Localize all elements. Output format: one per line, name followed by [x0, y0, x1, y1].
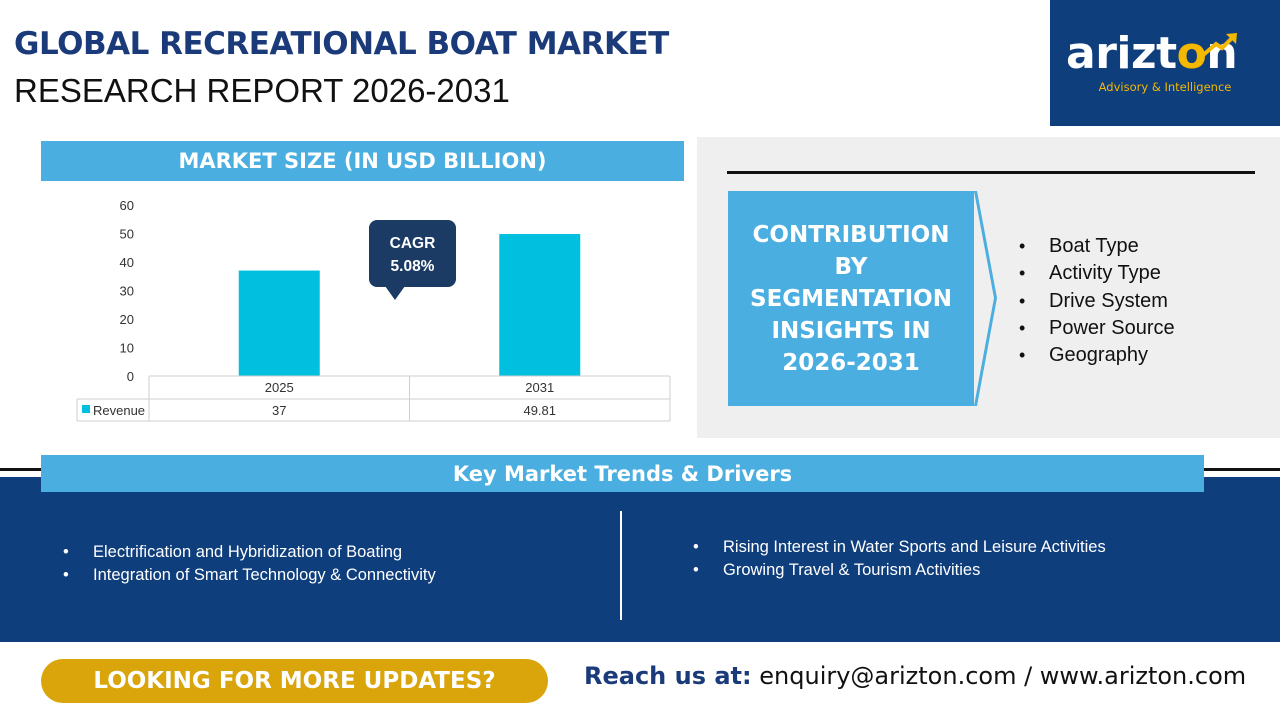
segmentation-heading: CONTRIBUTION BY SEGMENTATION INSIGHTS IN… [728, 191, 974, 406]
cagr-label: CAGR [389, 235, 436, 252]
arizton-logo[interactable]: arizton Advisory & Intelligence [1050, 0, 1280, 126]
list-item: Drive System [1019, 288, 1175, 315]
list-item: Integration of Smart Technology & Connec… [63, 564, 436, 587]
x-tick-label: 2031 [525, 380, 554, 395]
chart-data-table: 2025 37 2031 49.81 Revenue [76, 375, 671, 422]
x-tick-label: 2025 [265, 380, 294, 395]
trends-left-list: Electrification and Hybridization of Boa… [63, 541, 436, 587]
y-tick-label: 0 [127, 369, 134, 384]
segmentation-panel: CONTRIBUTION BY SEGMENTATION INSIGHTS IN… [697, 137, 1280, 438]
trends-right-list: Rising Interest in Water Sports and Leis… [693, 536, 1106, 582]
market-size-chart: 0 10 20 30 40 50 60 2025 37 2031 49.81 Revenue [76, 198, 671, 422]
y-tick-label: 10 [120, 341, 134, 356]
list-item: Power Source [1019, 315, 1175, 342]
list-item: Activity Type [1019, 260, 1175, 287]
list-item: Rising Interest in Water Sports and Leis… [693, 536, 1106, 559]
bar-2025 [238, 270, 320, 376]
logo-wordmark-o: o [1176, 28, 1207, 79]
bar-2031 [499, 234, 581, 376]
legend-series-name: Revenue [93, 403, 145, 418]
y-tick-label: 60 [120, 198, 134, 213]
y-tick-label: 40 [120, 255, 134, 270]
list-item: Growing Travel & Tourism Activities [693, 559, 1106, 582]
contact-links[interactable]: enquiry@arizton.com / www.arizton.com [759, 662, 1247, 690]
list-item: Boat Type [1019, 233, 1175, 260]
y-tick-label: 50 [120, 227, 134, 242]
y-tick-label: 30 [120, 284, 134, 299]
y-tick-label: 20 [120, 312, 134, 327]
market-size-header: MARKET SIZE (IN USD BILLION) [41, 141, 684, 181]
list-item: Geography [1019, 342, 1175, 369]
segmentation-list: Boat Type Activity Type Drive System Pow… [1019, 233, 1175, 369]
data-label: 37 [272, 403, 286, 418]
trends-header: Key Market Trends & Drivers [41, 455, 1204, 492]
logo-wordmark-start: arizt [1066, 28, 1177, 79]
more-updates-button[interactable]: LOOKING FOR MORE UPDATES? [41, 659, 548, 703]
report-title-line1: GLOBAL RECREATIONAL BOAT MARKET [14, 26, 669, 62]
reach-label: Reach us at: [584, 662, 752, 690]
cagr-value: 5.08% [390, 258, 435, 275]
data-label: 49.81 [523, 403, 556, 418]
legend-swatch [82, 405, 90, 413]
list-item: Electrification and Hybridization of Boa… [63, 541, 436, 564]
trends-divider [620, 511, 622, 620]
chevron-right-icon [974, 191, 997, 406]
y-axis: 0 10 20 30 40 50 60 [120, 198, 134, 384]
contact-line: Reach us at: enquiry@arizton.com / www.a… [584, 662, 1246, 690]
arrow-up-right-icon [1200, 33, 1237, 58]
bars [238, 234, 581, 376]
divider-line [727, 171, 1255, 174]
logo-wordmark: arizton [1066, 28, 1238, 79]
logo-tagline: Advisory & Intelligence [1098, 80, 1232, 94]
cagr-callout: CAGR 5.08% [369, 220, 456, 300]
report-title-line2: RESEARCH REPORT 2026-2031 [14, 72, 510, 109]
